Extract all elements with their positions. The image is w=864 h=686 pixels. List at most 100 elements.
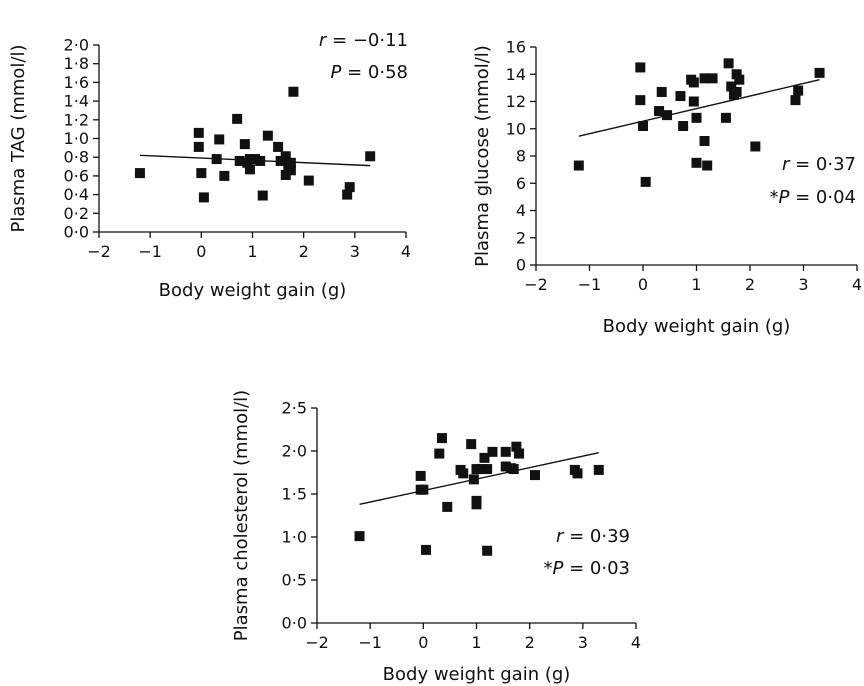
data-point xyxy=(511,441,522,452)
y-tick-label: 1·5 xyxy=(282,485,307,504)
data-point xyxy=(731,86,742,97)
data-point xyxy=(814,67,825,78)
chart-panel-cholesterol: −2 −1 0 1 2 3 4 0·0 0·5 1·0 1·5 2·0 2·5 Body weight… xyxy=(231,390,641,685)
trend-line xyxy=(359,452,599,506)
data-point xyxy=(691,112,702,123)
x-tick-label: −1 xyxy=(358,633,382,652)
y-tick-label: 0·5 xyxy=(282,571,307,590)
y-tick-label: 0·2 xyxy=(64,204,89,223)
data-point xyxy=(342,189,353,200)
y-tick-label: 0·0 xyxy=(282,614,307,633)
data-point xyxy=(688,96,699,107)
data-point xyxy=(723,58,734,69)
r-stat: r = −0·11 xyxy=(319,30,408,51)
data-point xyxy=(285,157,296,168)
data-point xyxy=(219,170,230,181)
data-point xyxy=(275,155,286,166)
p-stat: P = 0·58 xyxy=(331,62,408,83)
data-point xyxy=(640,176,651,187)
data-point xyxy=(468,474,479,485)
y-tick-label: 10 xyxy=(506,119,526,138)
data-point xyxy=(262,130,273,141)
data-point xyxy=(476,464,487,475)
data-point xyxy=(354,531,365,542)
x-tick-label: 3 xyxy=(578,633,588,652)
y-tick-label: 2·0 xyxy=(64,36,89,55)
data-point xyxy=(726,81,737,92)
y-tick-label: 1·4 xyxy=(64,92,89,111)
r-symbol: r xyxy=(556,526,565,547)
data-point xyxy=(720,112,731,123)
y-axis-title: Plasma TAG (mmol/l) xyxy=(8,44,29,232)
y-axis-title: Plasma cholesterol (mmol/l) xyxy=(231,390,252,641)
x-ticks: −2 −1 0 1 2 3 4 xyxy=(87,232,411,261)
data-point xyxy=(244,164,255,175)
y-tick-label: 2 xyxy=(516,228,526,247)
x-axis-title: Body weight gain (g) xyxy=(603,316,791,337)
p-symbol: P xyxy=(779,187,790,208)
data-point xyxy=(280,169,291,180)
y-tick-label: 2·5 xyxy=(282,399,307,418)
data-point xyxy=(635,95,646,106)
data-point xyxy=(436,433,447,444)
data-point xyxy=(691,157,702,168)
data-point xyxy=(688,77,699,88)
y-tick-label: 1·6 xyxy=(64,73,89,92)
data-point xyxy=(196,168,207,179)
data-point xyxy=(500,446,511,457)
data-point xyxy=(699,73,710,84)
data-point xyxy=(198,192,209,203)
x-tick-label: 1 xyxy=(691,275,701,294)
data-point xyxy=(255,155,266,166)
x-tick-label: −2 xyxy=(87,242,111,261)
data-points xyxy=(134,86,376,203)
p-stat: *P = 0·04 xyxy=(770,187,856,208)
r-symbol: r xyxy=(782,154,791,175)
p-prefix: * xyxy=(770,187,779,208)
y-tick-label: 4 xyxy=(516,201,526,220)
r-stat: r = 0·37 xyxy=(782,154,856,175)
y-axis-title: Plasma glucose (mmol/l) xyxy=(472,45,493,267)
data-point xyxy=(482,464,493,475)
r-value: = −0·11 xyxy=(326,30,408,51)
y-tick-label: 1·2 xyxy=(64,110,89,129)
data-point xyxy=(420,544,431,555)
p-value: = 0·03 xyxy=(563,558,630,579)
data-point xyxy=(288,86,299,97)
x-tick-label: 1 xyxy=(471,633,481,652)
data-point xyxy=(793,85,804,96)
data-point xyxy=(193,127,204,138)
data-point xyxy=(415,470,426,481)
x-axis-title: Body weight gain (g) xyxy=(159,280,347,301)
data-point xyxy=(257,190,268,201)
x-tick-label: −2 xyxy=(524,275,548,294)
data-point xyxy=(466,439,477,450)
r-value: = 0·39 xyxy=(563,526,630,547)
data-point xyxy=(734,74,745,85)
y-tick-label: 0·6 xyxy=(64,166,89,185)
x-ticks: −2 −1 0 1 2 3 4 xyxy=(305,623,641,652)
data-point xyxy=(303,175,314,186)
data-point xyxy=(471,464,482,475)
trend-line xyxy=(578,79,820,137)
chart-panel-tag: −2 −1 0 1 2 3 4 0·00·20·40·60·81·01·21·41·61·8… xyxy=(8,30,411,301)
data-point xyxy=(593,464,604,475)
data-point xyxy=(638,121,648,132)
data-point xyxy=(434,448,445,459)
data-point xyxy=(573,160,584,171)
y-tick-label: 1·0 xyxy=(282,528,307,547)
data-point xyxy=(250,154,261,165)
x-tick-label: 2 xyxy=(745,275,755,294)
data-point xyxy=(529,470,540,481)
data-point xyxy=(500,461,511,472)
x-tick-label: −1 xyxy=(138,242,162,261)
data-point xyxy=(134,168,145,179)
data-point xyxy=(471,499,482,510)
data-point xyxy=(344,182,355,193)
x-tick-label: 4 xyxy=(631,633,641,652)
data-points xyxy=(354,433,604,556)
p-symbol: P xyxy=(331,62,342,83)
r-symbol: r xyxy=(319,30,328,51)
x-tick-label: 4 xyxy=(852,275,862,294)
